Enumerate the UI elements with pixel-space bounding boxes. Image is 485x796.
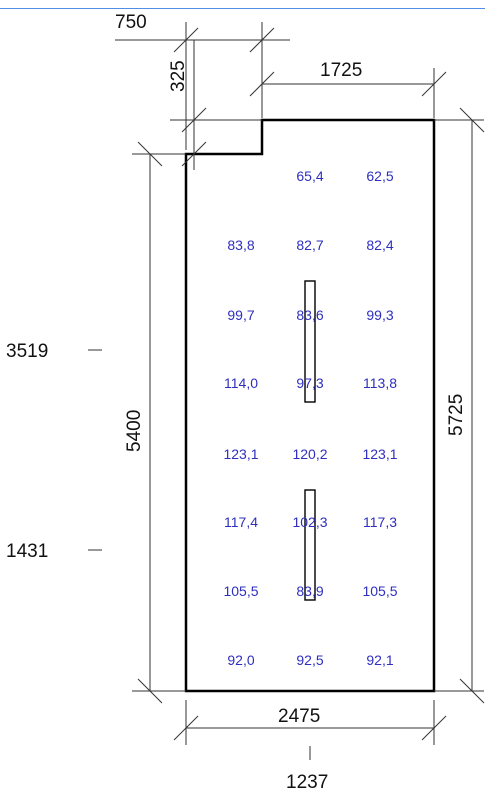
luminaire-upper <box>304 280 316 403</box>
dimension-notch-depth: 325 <box>168 40 262 170</box>
grid-value-r7-c0: 92,0 <box>227 652 254 668</box>
dimension-left-height: 5400 <box>124 141 186 704</box>
grid-value-r1-c0: 83,8 <box>227 237 254 253</box>
mark-lower: 1431 <box>6 541 102 562</box>
dimension-notch-width: 750 <box>115 12 290 150</box>
grid-value-r0-c2: 62,5 <box>366 168 393 184</box>
grid-value-r6-c1: 83,9 <box>296 583 323 599</box>
room-outline <box>184 118 436 693</box>
dim-5725-label: 5725 <box>446 394 467 436</box>
grid-value-r4-c2: 123,1 <box>362 446 397 462</box>
grid-value-r0-c1: 65,4 <box>296 168 323 184</box>
mark-3519-label: 3519 <box>6 341 48 362</box>
grid-value-r7-c1: 92,5 <box>296 652 323 668</box>
dimension-top-right-width: 1725 <box>249 60 447 118</box>
dim-325-label: 325 <box>168 60 189 92</box>
grid-value-r5-c1: 102,3 <box>292 514 327 530</box>
grid-value-r3-c1: 97,3 <box>296 375 323 391</box>
grid-value-r5-c0: 117,4 <box>224 514 258 530</box>
mark-1431-label: 1431 <box>6 541 48 562</box>
dimension-right-height: 5725 <box>434 107 485 704</box>
grid-value-r2-c0: 99,7 <box>227 307 254 323</box>
grid-value-r3-c0: 114,0 <box>224 375 258 391</box>
dim-1725-label: 1725 <box>320 60 362 81</box>
grid-value-r5-c2: 117,3 <box>363 514 397 530</box>
grid-value-r3-c2: 113,8 <box>363 375 397 391</box>
luminaire-lower <box>304 489 316 601</box>
grid-value-r4-c1: 120,2 <box>292 446 327 462</box>
grid-value-r6-c0: 105,5 <box>223 583 258 599</box>
grid-value-r1-c2: 82,4 <box>366 237 393 253</box>
dim-2475-label: 2475 <box>278 706 320 727</box>
grid-value-r4-c0: 123,1 <box>223 446 258 462</box>
grid-value-r2-c2: 99,3 <box>366 307 393 323</box>
grid-value-r6-c2: 105,5 <box>362 583 397 599</box>
grid-value-r7-c2: 92,1 <box>366 652 393 668</box>
grid-value-r2-c1: 83,6 <box>296 307 323 323</box>
mark-upper: 3519 <box>6 341 102 362</box>
dim-5400-label: 5400 <box>124 410 145 452</box>
illuminance-value-grid: 65,4 62,5 83,8 82,7 82,4 99,7 83,6 99,3 114,0 97,… <box>223 168 397 668</box>
mark-1237-label: 1237 <box>286 772 328 793</box>
mark-bottom: 1237 <box>286 746 328 793</box>
dim-750-label: 750 <box>115 12 147 33</box>
top-rule <box>0 8 485 9</box>
dimension-bottom-width: 2475 <box>173 700 447 745</box>
grid-value-r1-c1: 82,7 <box>296 237 323 253</box>
